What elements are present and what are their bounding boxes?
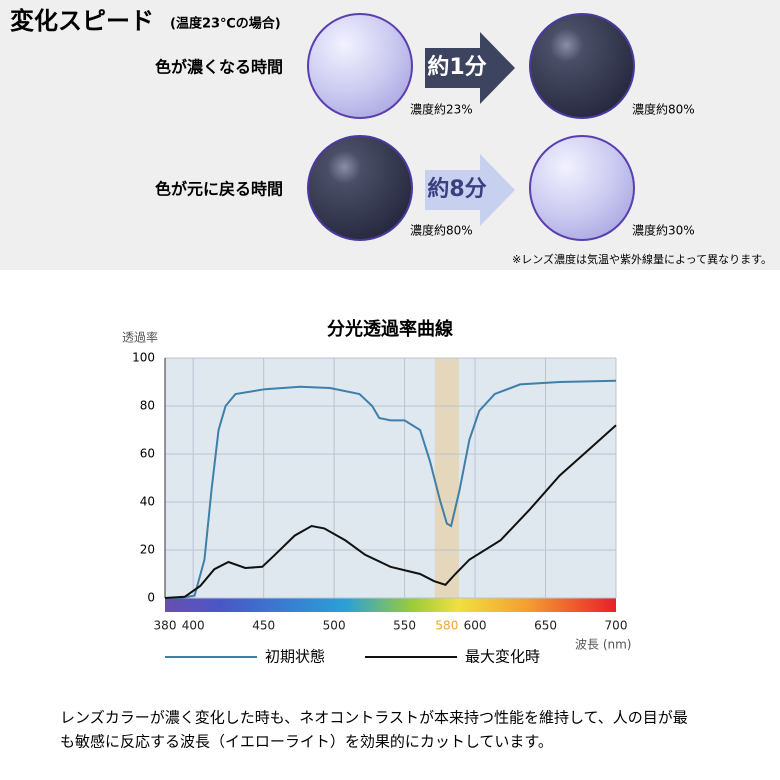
density: 濃度約80% bbox=[410, 223, 473, 238]
y-axis-label: 透過率 bbox=[122, 330, 158, 345]
x-tick-label: 550 bbox=[393, 619, 416, 633]
paragraph: も敏感に反応する波長（イエローライト）を効果的にカットしています。 bbox=[60, 733, 553, 751]
x-tick-label: 450 bbox=[252, 619, 275, 633]
y-tick-label: 20 bbox=[140, 543, 155, 557]
arrow bbox=[425, 32, 515, 104]
x-axis-label: 波長 (nm) bbox=[575, 638, 631, 652]
x-tick-label: 380 bbox=[154, 619, 177, 633]
x-tick-label: 600 bbox=[464, 619, 487, 633]
y-tick-label: 80 bbox=[140, 399, 155, 413]
plot-area bbox=[165, 358, 616, 598]
time: 約8分 bbox=[427, 176, 486, 202]
title: 変化スピード bbox=[10, 7, 154, 35]
row-label: 色が元に戻る時間 bbox=[155, 180, 283, 199]
y-tick-label: 100 bbox=[132, 351, 155, 365]
series-line bbox=[164, 424, 617, 599]
lens bbox=[307, 135, 413, 241]
arrow bbox=[425, 154, 515, 226]
time: 約1分 bbox=[427, 54, 486, 80]
x-tick-label: 700 bbox=[605, 619, 628, 633]
y-tick-label: 40 bbox=[140, 495, 155, 509]
chart-title: 分光透過率曲線 bbox=[327, 318, 453, 340]
lens bbox=[529, 13, 635, 119]
note: ※レンズ濃度は気温や紫外線量によって異なります。 bbox=[512, 252, 772, 266]
y-tick-label: 0 bbox=[147, 591, 155, 605]
spectrum bbox=[165, 598, 616, 612]
x-tick-label: 400 bbox=[182, 619, 205, 633]
x-tick-label: 580 bbox=[435, 619, 458, 633]
legend-label: 初期状態 bbox=[265, 648, 325, 666]
y-tick-label: 60 bbox=[140, 447, 155, 461]
paragraph: レンズカラーが濃く変化した時も、ネオコントラストが本来持つ性能を維持して、人の目… bbox=[60, 709, 688, 727]
subtitle: (温度23℃の場合) bbox=[170, 16, 281, 32]
lens bbox=[307, 13, 413, 119]
legend-label: 最大変化時 bbox=[465, 648, 540, 666]
density: 濃度約23% bbox=[410, 102, 473, 117]
series-line bbox=[165, 379, 617, 599]
lens bbox=[529, 135, 635, 241]
density: 濃度約80% bbox=[632, 102, 695, 117]
row-label: 色が濃くなる時間 bbox=[155, 58, 283, 77]
highlight-band bbox=[434, 358, 459, 598]
x-tick-label: 650 bbox=[534, 619, 557, 633]
density: 濃度約30% bbox=[632, 223, 695, 238]
x-tick-label: 500 bbox=[323, 619, 346, 633]
